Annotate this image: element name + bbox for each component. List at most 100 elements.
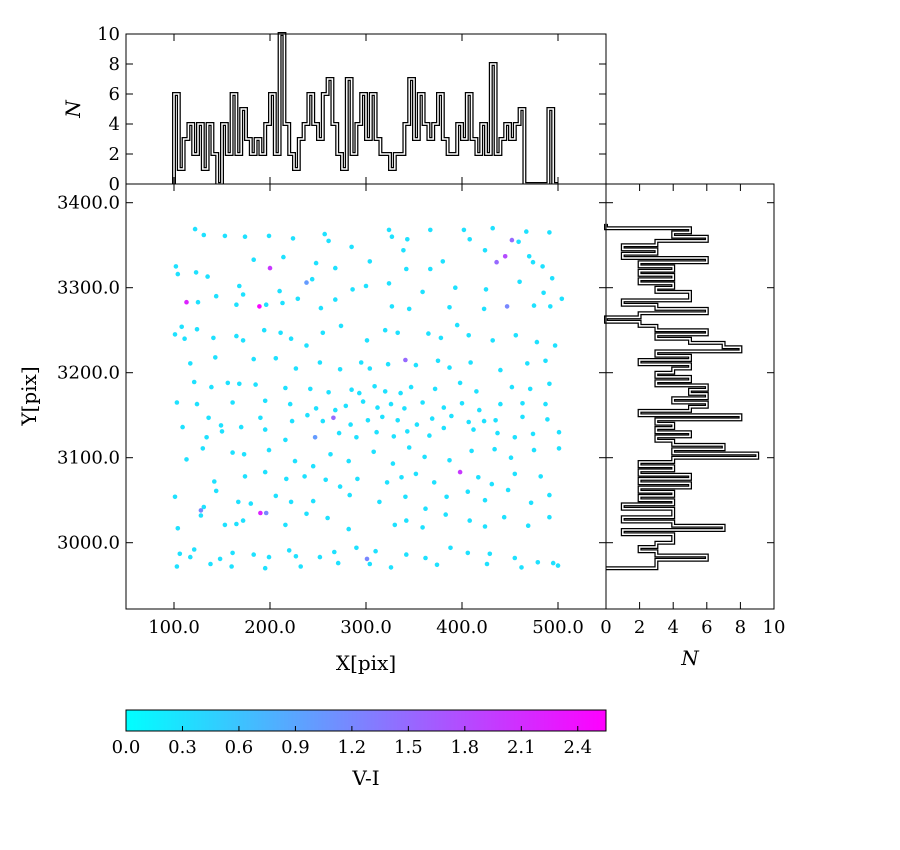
scatter-point bbox=[420, 400, 425, 405]
scatter-point bbox=[173, 264, 179, 269]
scatter-point bbox=[194, 327, 200, 332]
scatter-point bbox=[517, 279, 522, 285]
scatter-point bbox=[280, 300, 285, 306]
scatter-point bbox=[295, 296, 301, 302]
right-hist-x-tick-label: 6 bbox=[701, 617, 712, 638]
scatter-point bbox=[443, 512, 449, 517]
scatter-point bbox=[365, 418, 371, 423]
scatter-point bbox=[218, 423, 224, 428]
scatter-point bbox=[222, 233, 228, 239]
scatter-points bbox=[172, 225, 565, 571]
scatter-point bbox=[194, 401, 200, 407]
scatter-point bbox=[466, 419, 472, 425]
scatter-plot: 100.0 200.0 300.0 400.0 500.0 3000.0 3100.0 32… bbox=[17, 183, 607, 675]
scatter-point bbox=[509, 237, 515, 243]
scatter-point bbox=[273, 356, 279, 361]
scatter-point bbox=[205, 274, 210, 279]
scatter-point bbox=[328, 452, 333, 457]
scatter-point bbox=[547, 492, 552, 498]
scatter-point bbox=[212, 479, 217, 484]
scatter-point bbox=[273, 493, 279, 499]
scatter-point bbox=[494, 259, 499, 265]
scatter-point bbox=[200, 446, 206, 451]
x-tick-label: 100.0 bbox=[148, 617, 200, 638]
scatter-point bbox=[333, 407, 338, 413]
scatter-point bbox=[350, 287, 355, 292]
scatter-point bbox=[293, 366, 299, 371]
y-tick-label: 3400.0 bbox=[57, 193, 120, 214]
top-histogram-y-label: N bbox=[61, 99, 85, 119]
scatter-point bbox=[335, 560, 341, 566]
scatter-point bbox=[530, 259, 536, 265]
scatter-point bbox=[516, 239, 521, 245]
scatter-point bbox=[487, 551, 493, 557]
scatter-point bbox=[524, 229, 529, 234]
scatter-point bbox=[240, 518, 246, 523]
scatter-point bbox=[367, 366, 373, 371]
scatter-point bbox=[364, 338, 370, 343]
scatter-point bbox=[374, 429, 379, 435]
top-hist-y-tick-label: 8 bbox=[109, 54, 120, 75]
scatter-point bbox=[242, 474, 248, 479]
scatter-point bbox=[266, 554, 272, 560]
top-hist-y-tick-label: 10 bbox=[97, 24, 120, 45]
scatter-point bbox=[404, 552, 409, 557]
scatter-point bbox=[502, 253, 508, 259]
scatter-point bbox=[490, 225, 496, 231]
scatter-point bbox=[466, 333, 472, 338]
colorbar-tick-label: 2.1 bbox=[507, 737, 536, 758]
right-histogram-steps bbox=[604, 223, 760, 571]
colorbar-ticks: 0.0 0.3 0.6 0.9 1.2 1.5 1.8 2.1 2.4 bbox=[112, 726, 592, 758]
top-histogram: 0 2 4 6 8 10 N bbox=[61, 24, 607, 195]
scatter-point bbox=[360, 399, 366, 404]
scatter-point bbox=[459, 401, 465, 406]
scatter-point bbox=[549, 276, 555, 281]
colorbar-tick-label: 0.9 bbox=[281, 737, 310, 758]
scatter-point bbox=[492, 446, 497, 452]
scatter-point bbox=[225, 380, 231, 386]
scatter-point bbox=[230, 550, 235, 556]
scatter-point bbox=[377, 499, 382, 505]
scatter-point bbox=[375, 405, 380, 410]
scatter-point bbox=[251, 356, 256, 362]
scatter-point bbox=[238, 424, 244, 430]
scatter-point bbox=[292, 458, 298, 464]
top-hist-y-tick-label: 2 bbox=[109, 144, 120, 165]
scatter-point bbox=[405, 429, 410, 434]
scatter-point bbox=[283, 522, 288, 528]
right-hist-x-tick-label: 10 bbox=[763, 617, 786, 638]
scatter-point bbox=[449, 413, 454, 419]
scatter-point bbox=[310, 498, 316, 504]
scatter-point bbox=[175, 526, 181, 531]
scatter-point bbox=[471, 427, 476, 432]
y-tick-label: 3100.0 bbox=[57, 448, 120, 469]
right-histogram-x-label: N bbox=[680, 646, 700, 670]
scatter-point bbox=[390, 461, 396, 466]
scatter-point bbox=[465, 489, 471, 495]
scatter-point bbox=[548, 304, 553, 309]
scatter-point bbox=[535, 560, 541, 565]
scatter-point bbox=[261, 327, 267, 333]
scatter-point bbox=[427, 433, 432, 438]
scatter-point bbox=[476, 475, 481, 480]
scatter-point bbox=[289, 418, 295, 424]
scatter-point bbox=[484, 561, 490, 567]
scatter-point bbox=[382, 327, 388, 333]
scatter-point bbox=[331, 415, 336, 421]
scatter-point bbox=[447, 458, 452, 463]
scatter-point bbox=[363, 283, 369, 289]
colorbar-tick-label: 1.5 bbox=[394, 737, 423, 758]
scatter-point bbox=[481, 418, 487, 424]
scatter-point bbox=[278, 330, 283, 336]
scatter-point bbox=[513, 333, 519, 338]
colorbar-gradient bbox=[125, 709, 607, 732]
scatter-point bbox=[287, 401, 293, 407]
scatter-point bbox=[251, 552, 256, 557]
scatter-point bbox=[468, 360, 473, 365]
scatter-point bbox=[504, 304, 510, 309]
y-tick-label: 3000.0 bbox=[57, 533, 120, 554]
scatter-point bbox=[388, 401, 394, 407]
scatter-point bbox=[435, 358, 441, 364]
y-tick-label: 3200.0 bbox=[57, 363, 120, 384]
scatter-point bbox=[448, 545, 453, 551]
